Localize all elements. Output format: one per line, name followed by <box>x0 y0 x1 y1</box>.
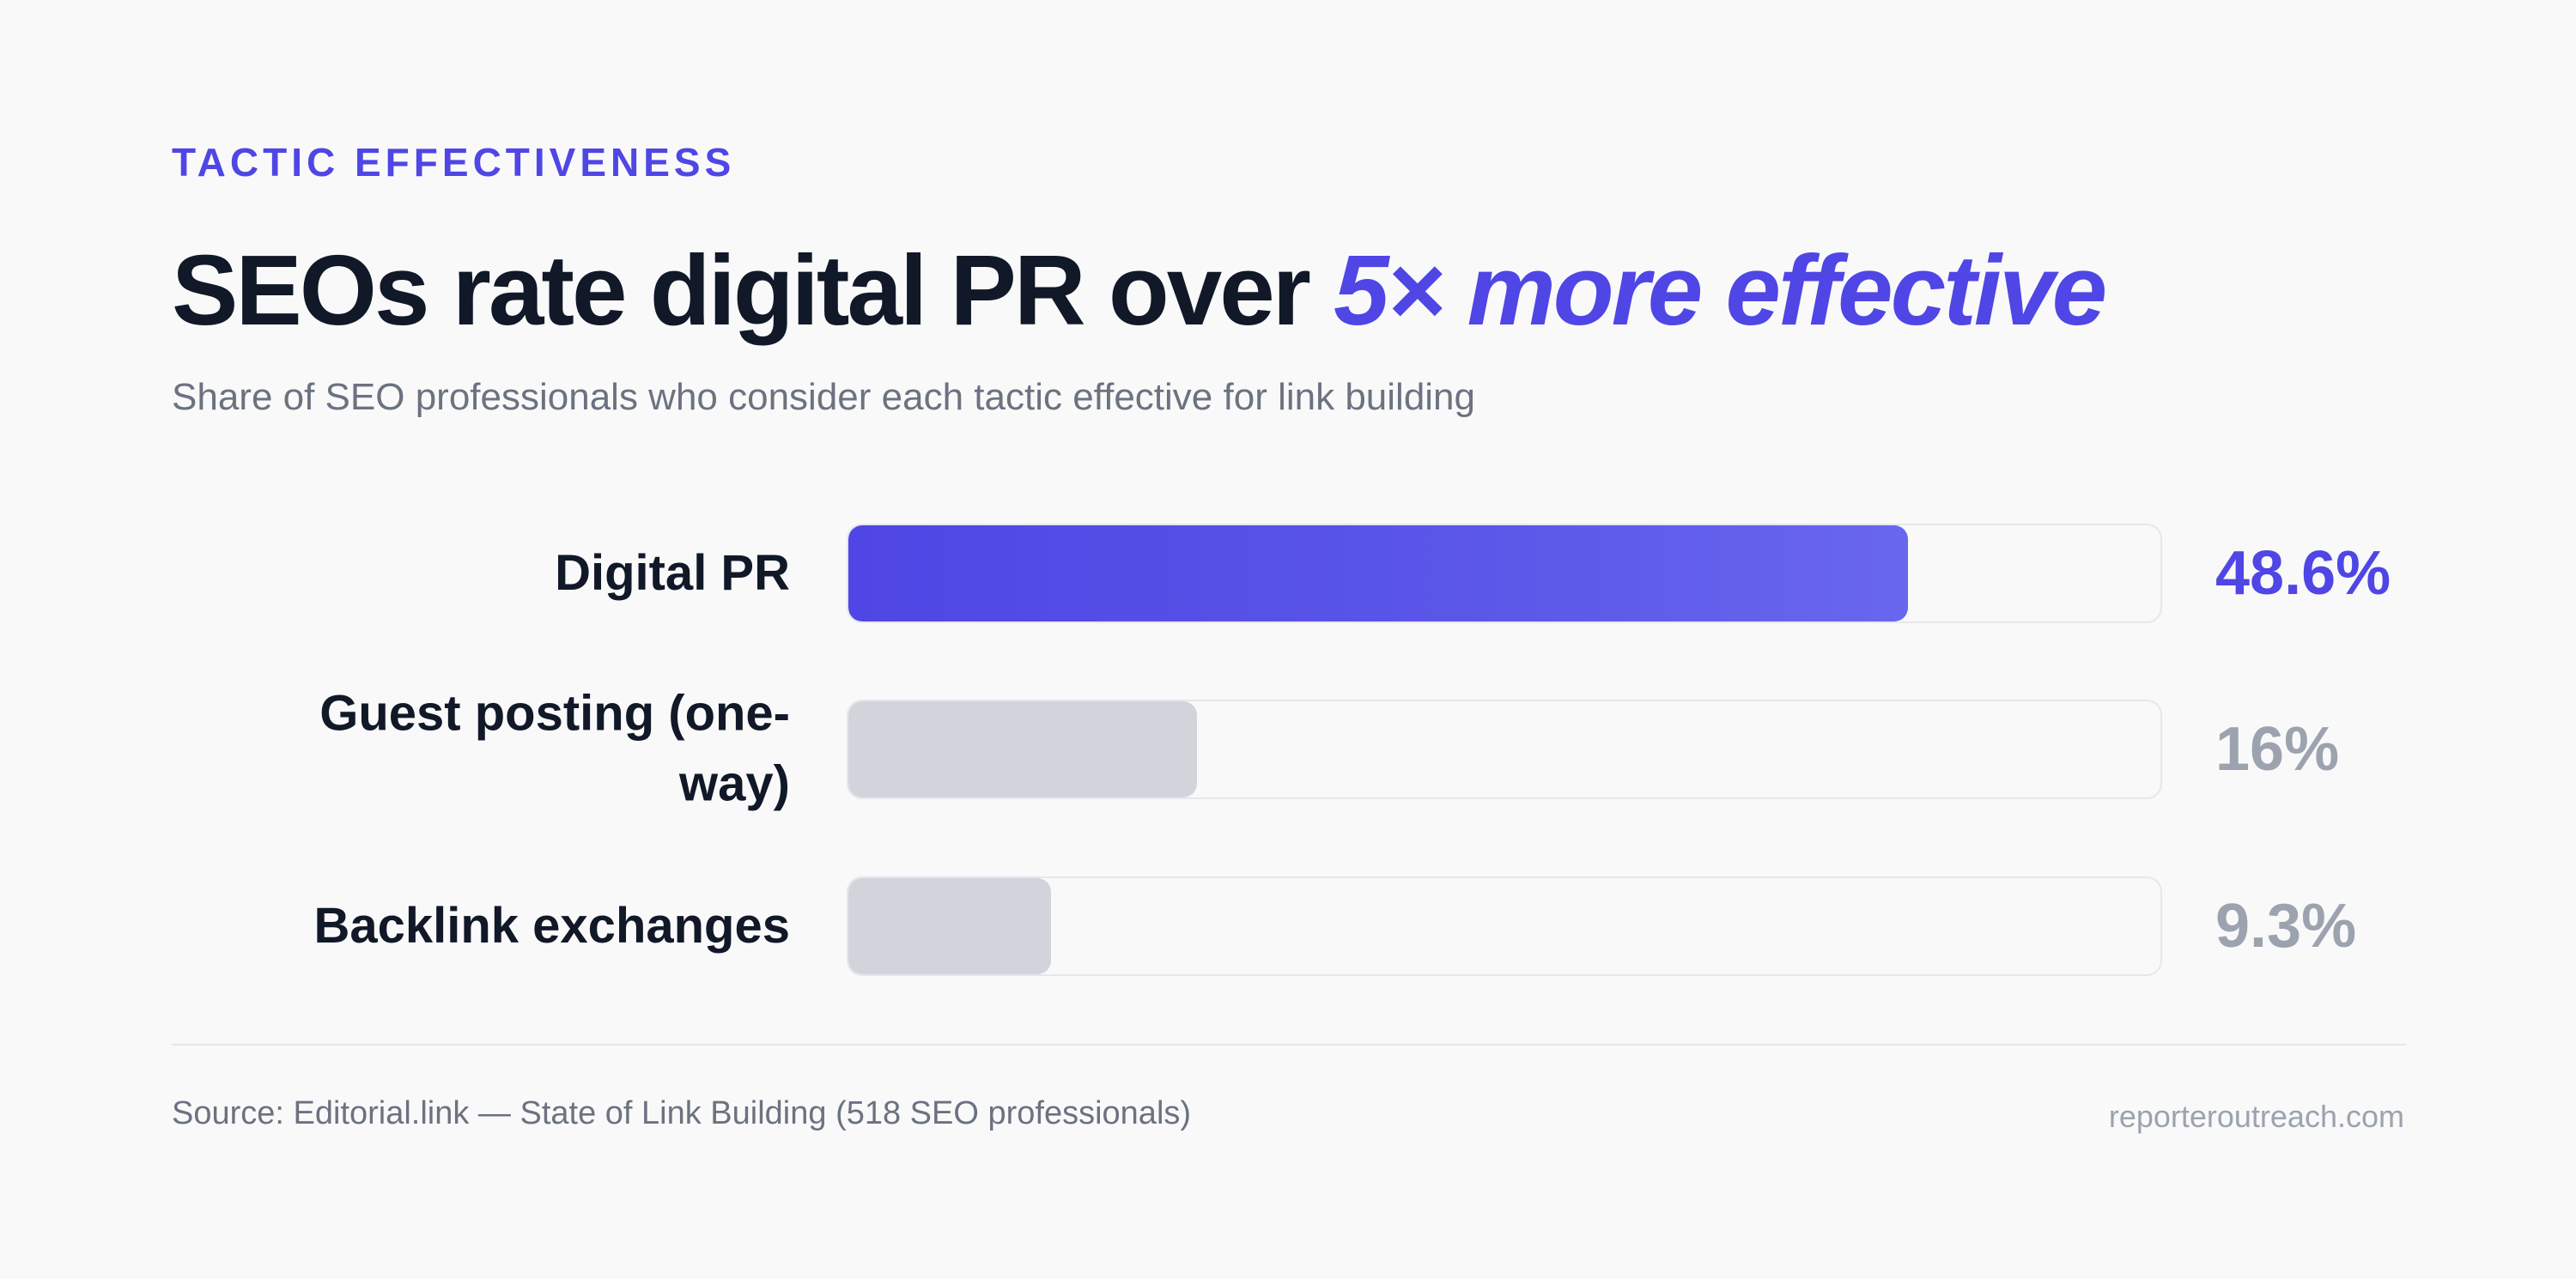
value-label: 9.3% <box>2215 892 2357 961</box>
chart-subtitle: Share of SEO professionals who consider … <box>172 376 1475 418</box>
source-note: Source: Editorial.link — State of Link B… <box>172 1095 1192 1131</box>
site-credit: reporteroutreach.com <box>2108 1099 2404 1134</box>
bar <box>848 701 1197 797</box>
chart-title: SEOs rate digital PR over 5× more effect… <box>172 233 2107 348</box>
chart-title-main: SEOs rate digital PR over <box>172 234 1334 346</box>
bar-row: Guest posting (one-way) 16% <box>0 686 2576 812</box>
category-label: Digital PR <box>555 544 790 601</box>
bar-track <box>847 700 2162 799</box>
footer-divider <box>172 1044 2406 1046</box>
value-label: 16% <box>2215 715 2340 784</box>
bar-track <box>847 876 2162 976</box>
bar-row: Backlink exchanges 9.3% <box>0 876 2576 976</box>
bar-row: Digital PR 48.6% <box>0 524 2576 623</box>
category-label: Guest posting (one-way) <box>319 685 790 812</box>
chart-title-accent: 5× more effective <box>1334 234 2107 346</box>
eyebrow-label: TACTIC EFFECTIVENESS <box>172 140 736 185</box>
value-label: 48.6% <box>2215 539 2391 608</box>
bar-track <box>847 524 2162 623</box>
bar <box>848 878 1051 974</box>
category-label: Backlink exchanges <box>313 897 790 954</box>
bar <box>848 525 1908 621</box>
